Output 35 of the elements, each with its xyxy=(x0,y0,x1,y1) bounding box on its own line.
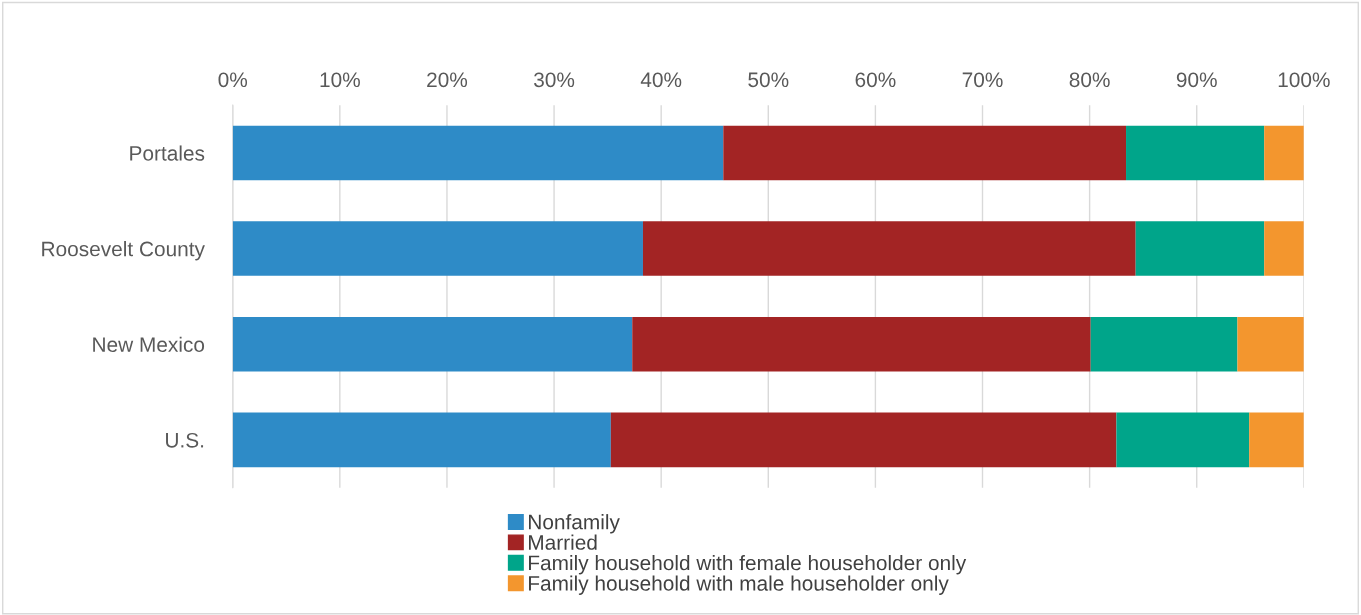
x-tick-label: 0% xyxy=(218,72,248,88)
legend-label: Family household with male householder only xyxy=(529,575,949,595)
bar xyxy=(632,316,1091,372)
legend-label: Nonfamily xyxy=(529,514,620,534)
legend-label: Married xyxy=(529,534,597,550)
x-tick-label: 20% xyxy=(427,72,468,88)
bar xyxy=(1135,221,1265,276)
bar xyxy=(232,221,643,276)
bar xyxy=(232,316,633,372)
x-tick-label: 10% xyxy=(320,72,360,88)
x-tick-label: 80% xyxy=(1069,72,1110,88)
x-tick-label: 100% xyxy=(1278,72,1330,88)
bar xyxy=(1264,125,1304,181)
x-tick-label: 40% xyxy=(640,72,682,88)
x-tick-label: 50% xyxy=(748,72,789,88)
bar xyxy=(232,125,724,181)
x-tick-label: 70% xyxy=(962,72,1003,88)
bar xyxy=(232,412,611,468)
bar xyxy=(1249,412,1304,468)
bar xyxy=(642,221,1136,276)
x-tick-label: 60% xyxy=(855,72,896,88)
bar xyxy=(1264,221,1304,276)
y-tick-label: Roosevelt County xyxy=(42,241,205,261)
bar xyxy=(723,125,1127,181)
bar xyxy=(610,412,1117,468)
x-tick-label: 30% xyxy=(534,72,575,88)
y-tick-label: Portales xyxy=(130,145,205,161)
legend-label: Family household with female householder only xyxy=(529,555,967,575)
bar xyxy=(1237,316,1304,372)
y-tick-label: New Mexico xyxy=(93,336,205,352)
y-tick-label: U.S. xyxy=(166,432,204,448)
x-tick-label: 90% xyxy=(1176,72,1217,88)
bar xyxy=(1116,412,1250,468)
bar xyxy=(1126,125,1265,181)
bar xyxy=(1090,316,1238,372)
